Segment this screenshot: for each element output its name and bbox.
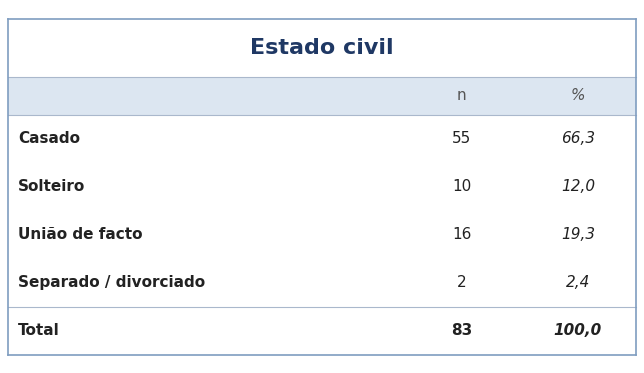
Text: 100,0: 100,0 bbox=[554, 323, 602, 338]
Text: 55: 55 bbox=[452, 131, 471, 146]
Bar bbox=[8, 19, 636, 76]
Text: 66,3: 66,3 bbox=[561, 131, 595, 146]
Text: 19,3: 19,3 bbox=[561, 227, 595, 242]
Bar bbox=[8, 76, 636, 115]
Text: 2: 2 bbox=[457, 275, 466, 290]
Text: %: % bbox=[571, 88, 585, 103]
Bar bbox=[8, 115, 636, 354]
Text: 2,4: 2,4 bbox=[565, 275, 590, 290]
Text: União de facto: União de facto bbox=[18, 227, 142, 242]
Text: Estado civil: Estado civil bbox=[250, 38, 394, 57]
Text: Casado: Casado bbox=[18, 131, 80, 146]
Text: Separado / divorciado: Separado / divorciado bbox=[18, 275, 205, 290]
Text: 10: 10 bbox=[452, 179, 471, 194]
Text: Solteiro: Solteiro bbox=[18, 179, 85, 194]
Text: 16: 16 bbox=[452, 227, 471, 242]
Text: n: n bbox=[457, 88, 466, 103]
Text: 83: 83 bbox=[451, 323, 472, 338]
Text: 12,0: 12,0 bbox=[561, 179, 595, 194]
Text: Total: Total bbox=[18, 323, 60, 338]
